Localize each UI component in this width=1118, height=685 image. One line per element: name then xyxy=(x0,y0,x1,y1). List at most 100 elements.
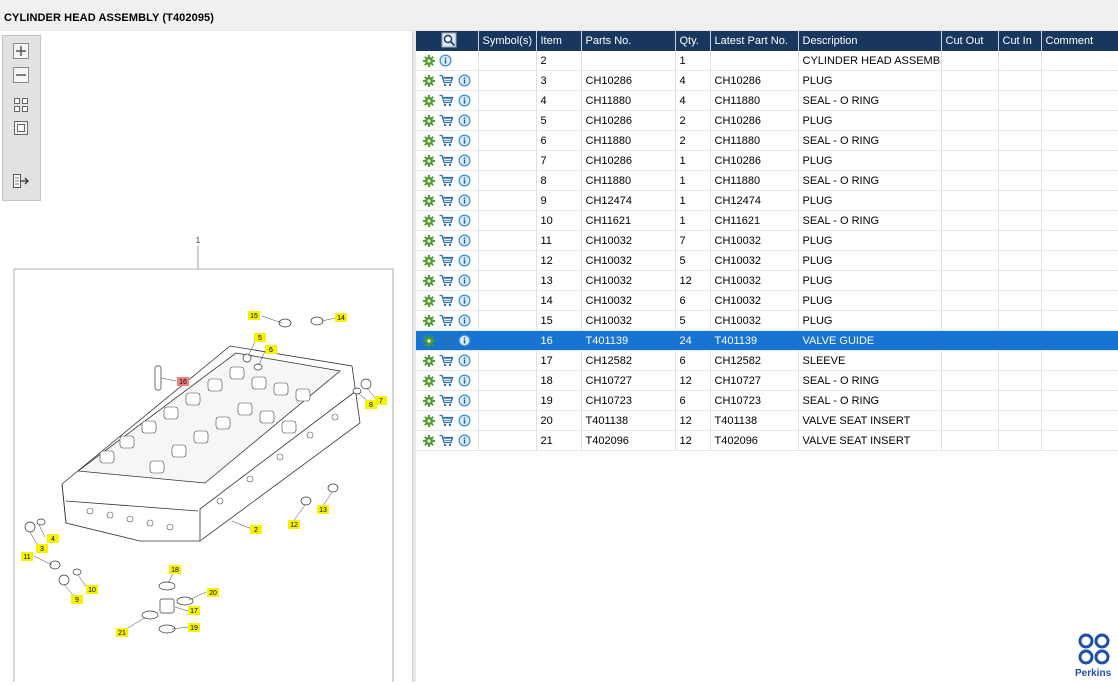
add-to-cart-button[interactable] xyxy=(439,334,454,347)
table-row[interactable]: 11 CH10032 7 CH10032 PLUG xyxy=(416,230,1118,251)
info-button[interactable] xyxy=(439,54,452,67)
info-button[interactable] xyxy=(458,214,471,227)
column-header-item[interactable]: Item xyxy=(536,31,582,51)
info-button[interactable] xyxy=(458,314,471,327)
options-button[interactable] xyxy=(422,374,435,387)
info-button[interactable] xyxy=(458,394,471,407)
callout-7[interactable]: 7 xyxy=(379,398,383,405)
table-row[interactable]: 12 CH10032 5 CH10032 PLUG xyxy=(416,250,1118,271)
info-button[interactable] xyxy=(458,274,471,287)
add-to-cart-button[interactable] xyxy=(439,214,454,227)
callout-20[interactable]: 20 xyxy=(209,590,217,597)
actual-size-button[interactable] xyxy=(12,119,30,137)
callout-6[interactable]: 6 xyxy=(269,347,273,354)
callout-5[interactable]: 5 xyxy=(258,335,262,342)
column-header-parts-no[interactable]: Parts No. xyxy=(581,31,676,51)
info-button[interactable] xyxy=(458,174,471,187)
options-button[interactable] xyxy=(422,414,435,427)
options-button[interactable] xyxy=(422,154,435,167)
add-to-cart-button[interactable] xyxy=(439,254,454,267)
options-button[interactable] xyxy=(422,174,435,187)
options-button[interactable] xyxy=(422,214,435,227)
add-to-cart-button[interactable] xyxy=(439,154,454,167)
callout-15[interactable]: 15 xyxy=(250,313,258,320)
callout-14[interactable]: 14 xyxy=(337,315,345,322)
add-to-cart-button[interactable] xyxy=(439,94,454,107)
info-button[interactable] xyxy=(458,374,471,387)
options-button[interactable] xyxy=(422,194,435,207)
table-row[interactable]: 19 CH10723 6 CH10723 SEAL - O RING xyxy=(416,390,1118,411)
table-row[interactable]: 20 T401138 12 T401138 VALVE SEAT INSERT xyxy=(416,410,1118,431)
add-to-cart-button[interactable] xyxy=(439,354,454,367)
info-button[interactable] xyxy=(458,334,471,347)
table-row[interactable]: 18 CH10727 12 CH10727 SEAL - O RING xyxy=(416,370,1118,391)
options-button[interactable] xyxy=(422,134,435,147)
callout-9[interactable]: 9 xyxy=(75,597,79,604)
table-row[interactable]: 14 CH10032 6 CH10032 PLUG xyxy=(416,290,1118,311)
table-row[interactable]: 7 CH10286 1 CH10286 PLUG xyxy=(416,150,1118,171)
options-button[interactable] xyxy=(422,434,435,447)
callout-4[interactable]: 4 xyxy=(51,536,55,543)
callout-11[interactable]: 11 xyxy=(23,554,30,561)
callout-10[interactable]: 10 xyxy=(88,587,96,594)
options-button[interactable] xyxy=(422,354,435,367)
callout-18[interactable]: 18 xyxy=(171,567,179,574)
options-button[interactable] xyxy=(422,94,435,107)
info-button[interactable] xyxy=(458,234,471,247)
pane-splitter[interactable] xyxy=(412,31,416,682)
table-row[interactable]: 13 CH10032 12 CH10032 PLUG xyxy=(416,270,1118,291)
table-row[interactable]: 4 CH11880 4 CH11880 SEAL - O RING xyxy=(416,90,1118,111)
column-header-cut-out[interactable]: Cut Out xyxy=(941,31,999,51)
info-button[interactable] xyxy=(458,74,471,87)
options-button[interactable] xyxy=(422,74,435,87)
table-row[interactable]: 3 CH10286 4 CH10286 PLUG xyxy=(416,70,1118,91)
callout-21[interactable]: 21 xyxy=(118,630,126,637)
info-button[interactable] xyxy=(458,194,471,207)
callout-17[interactable]: 17 xyxy=(190,608,198,615)
add-to-cart-button[interactable] xyxy=(439,274,454,287)
options-button[interactable] xyxy=(422,334,435,347)
options-button[interactable] xyxy=(422,254,435,267)
zoom-in-button[interactable] xyxy=(12,42,30,60)
column-header-cut-in[interactable]: Cut In xyxy=(998,31,1042,51)
add-to-cart-button[interactable] xyxy=(439,434,454,447)
column-header-description[interactable]: Description xyxy=(798,31,942,51)
add-to-cart-button[interactable] xyxy=(439,294,454,307)
column-header-latest-part-no[interactable]: Latest Part No. xyxy=(710,31,799,51)
callout-3[interactable]: 3 xyxy=(40,546,44,553)
add-to-cart-button[interactable] xyxy=(439,194,454,207)
options-button[interactable] xyxy=(422,294,435,307)
column-header-symbols[interactable]: Symbol(s) xyxy=(478,31,537,51)
table-row[interactable]: 16 T401139 24 T401139 VALVE GUIDE xyxy=(416,330,1118,351)
callout-16[interactable]: 16 xyxy=(179,379,187,386)
add-to-cart-button[interactable] xyxy=(439,74,454,87)
info-button[interactable] xyxy=(458,354,471,367)
callout-13[interactable]: 13 xyxy=(319,507,327,514)
fit-all-button[interactable] xyxy=(12,96,30,114)
table-row[interactable]: 21 T402096 12 T402096 VALVE SEAT INSERT xyxy=(416,430,1118,451)
callout-12[interactable]: 12 xyxy=(290,522,298,529)
table-row[interactable]: 2 1 CYLINDER HEAD ASSEMBLY xyxy=(416,51,1118,71)
info-button[interactable] xyxy=(458,94,471,107)
options-button[interactable] xyxy=(422,234,435,247)
info-button[interactable] xyxy=(458,154,471,167)
table-row[interactable]: 8 CH11880 1 CH11880 SEAL - O RING xyxy=(416,170,1118,191)
export-button[interactable] xyxy=(12,172,30,190)
info-button[interactable] xyxy=(458,434,471,447)
info-button[interactable] xyxy=(458,414,471,427)
options-button[interactable] xyxy=(422,394,435,407)
add-to-cart-button[interactable] xyxy=(439,394,454,407)
column-header-comment[interactable]: Comment xyxy=(1041,31,1118,51)
callout-2[interactable]: 2 xyxy=(254,527,258,534)
info-button[interactable] xyxy=(458,294,471,307)
add-to-cart-button[interactable] xyxy=(439,374,454,387)
add-to-cart-button[interactable] xyxy=(439,234,454,247)
add-to-cart-button[interactable] xyxy=(439,174,454,187)
add-to-cart-button[interactable] xyxy=(439,314,454,327)
options-button[interactable] xyxy=(422,314,435,327)
info-button[interactable] xyxy=(458,114,471,127)
options-button[interactable] xyxy=(422,54,435,67)
info-button[interactable] xyxy=(458,134,471,147)
options-button[interactable] xyxy=(422,114,435,127)
table-row[interactable]: 5 CH10286 2 CH10286 PLUG xyxy=(416,110,1118,131)
